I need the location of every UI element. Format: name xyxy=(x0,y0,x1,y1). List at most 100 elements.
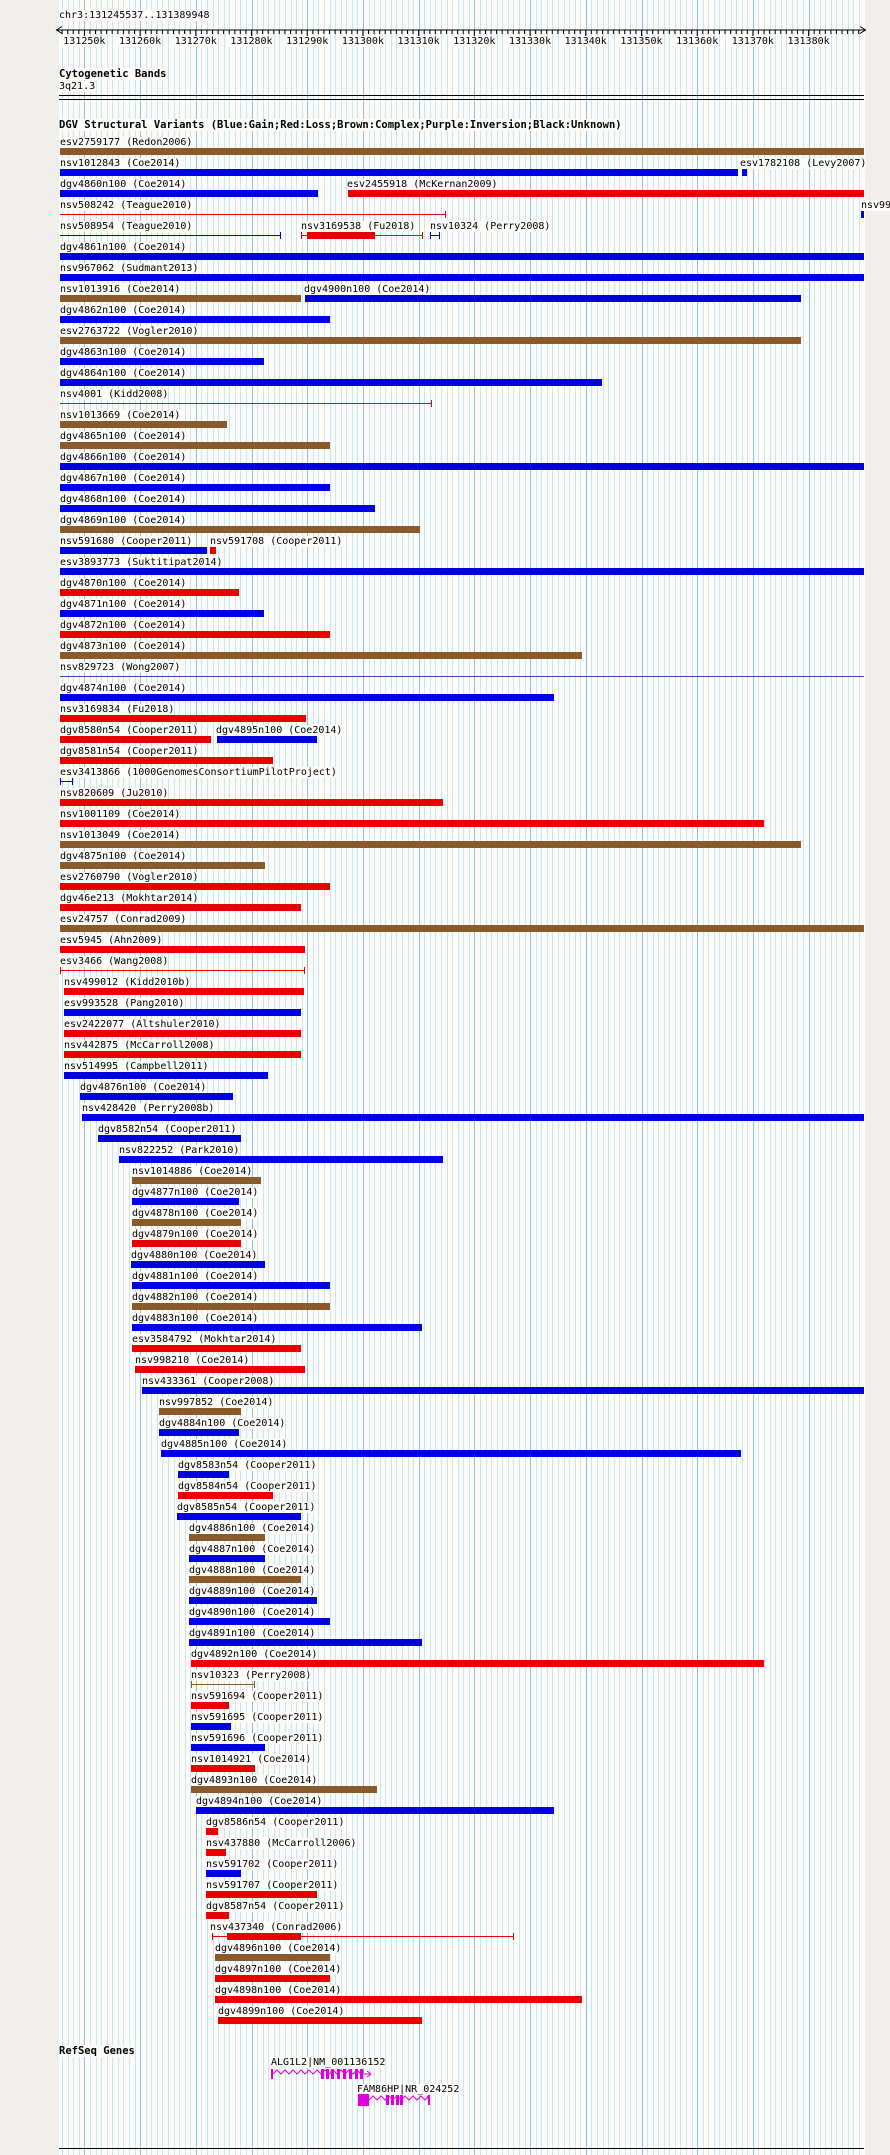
variant-label[interactable]: esv3584792 (Mokhtar2014) xyxy=(132,1334,277,1345)
variant-bar[interactable] xyxy=(64,1030,301,1037)
variant-label[interactable]: nsv433361 (Cooper2008) xyxy=(142,1376,275,1387)
variant-bar[interactable] xyxy=(161,1450,741,1457)
variant-line[interactable] xyxy=(430,235,440,236)
variant-label[interactable]: nsv1014886 (Coe2014) xyxy=(132,1166,253,1177)
gene-exon[interactable] xyxy=(396,2095,399,2105)
variant-line[interactable] xyxy=(212,1936,514,1937)
variant-bar[interactable] xyxy=(60,862,265,869)
variant-label[interactable]: dgv4878n100 (Coe2014) xyxy=(132,1208,259,1219)
variant-label[interactable]: nsv998210 (Coe2014) xyxy=(135,1355,250,1366)
variant-label[interactable]: dgv4898n100 (Coe2014) xyxy=(215,1985,342,1996)
variant-label[interactable]: nsv822252 (Park2010) xyxy=(119,1145,240,1156)
variant-bar[interactable] xyxy=(60,169,738,176)
variant-label[interactable]: nsv499012 (Kidd2010b) xyxy=(64,977,191,988)
variant-label[interactable]: dgv8587n54 (Cooper2011) xyxy=(206,1901,345,1912)
variant-label[interactable]: dgv4862n100 (Coe2014) xyxy=(60,305,187,316)
variant-label[interactable]: dgv8582n54 (Cooper2011) xyxy=(98,1124,237,1135)
variant-label[interactable]: dgv4880n100 (Coe2014) xyxy=(131,1250,258,1261)
variant-label[interactable]: nsv3169834 (Fu2018) xyxy=(60,704,175,715)
variant-bar[interactable] xyxy=(132,1282,330,1289)
variant-label[interactable]: dgv4896n100 (Coe2014) xyxy=(215,1943,342,1954)
variant-label[interactable]: dgv8586n54 (Cooper2011) xyxy=(206,1817,345,1828)
variant-label[interactable]: nsv514995 (Campbell2011) xyxy=(64,1061,209,1072)
variant-label[interactable]: nsv10323 (Perry2008) xyxy=(191,1670,312,1681)
variant-label[interactable]: dgv4871n100 (Coe2014) xyxy=(60,599,187,610)
variant-bar[interactable] xyxy=(215,1975,330,1982)
variant-bar[interactable] xyxy=(60,316,330,323)
variant-label[interactable]: nsv437340 (Conrad2006) xyxy=(210,1922,343,1933)
variant-label[interactable]: dgv4892n100 (Coe2014) xyxy=(191,1649,318,1660)
variant-bar[interactable] xyxy=(142,1387,864,1394)
variant-bar[interactable] xyxy=(132,1345,301,1352)
variant-label[interactable]: dgv4885n100 (Coe2014) xyxy=(161,1439,288,1450)
variant-bar[interactable] xyxy=(196,1807,554,1814)
variant-bar[interactable] xyxy=(132,1240,241,1247)
variant-bar[interactable] xyxy=(210,547,216,554)
variant-label[interactable]: dgv4873n100 (Coe2014) xyxy=(60,641,187,652)
variant-label[interactable]: nsv1014921 (Coe2014) xyxy=(191,1754,312,1765)
variant-label[interactable]: esv3413866 (1000GenomesConsortiumPilotPr… xyxy=(60,767,337,778)
variant-bar[interactable] xyxy=(227,1933,301,1940)
variant-label[interactable]: dgv4881n100 (Coe2014) xyxy=(132,1271,259,1282)
variant-bar[interactable] xyxy=(189,1576,301,1583)
variant-bar[interactable] xyxy=(191,1660,764,1667)
variant-bar[interactable] xyxy=(215,1954,330,1961)
variant-label[interactable]: esv2763722 (Vogler2010) xyxy=(60,326,199,337)
variant-label[interactable]: nsv437880 (McCarroll2006) xyxy=(206,1838,357,1849)
variant-bar[interactable] xyxy=(60,484,330,491)
variant-label[interactable]: dgv4867n100 (Coe2014) xyxy=(60,473,187,484)
variant-bar[interactable] xyxy=(98,1135,241,1142)
gene-exon[interactable] xyxy=(337,2069,340,2079)
variant-bar[interactable] xyxy=(206,1828,218,1835)
variant-bar[interactable] xyxy=(159,1408,241,1415)
variant-bar[interactable] xyxy=(60,547,207,554)
variant-label[interactable]: nsv591695 (Cooper2011) xyxy=(191,1712,324,1723)
variant-bar[interactable] xyxy=(60,442,330,449)
variant-label[interactable]: dgv46e213 (Mokhtar2014) xyxy=(60,893,199,904)
variant-bar[interactable] xyxy=(60,820,764,827)
variant-label[interactable]: dgv4868n100 (Coe2014) xyxy=(60,494,187,505)
variant-bar[interactable] xyxy=(60,652,582,659)
variant-line[interactable] xyxy=(60,403,432,404)
variant-label[interactable]: dgv4897n100 (Coe2014) xyxy=(215,1964,342,1975)
variant-label[interactable]: dgv4889n100 (Coe2014) xyxy=(189,1586,316,1597)
cytogenetic-band-label[interactable]: 3q21.3 xyxy=(59,81,96,92)
variant-label[interactable]: dgv8580n54 (Cooper2011) xyxy=(60,725,199,736)
variant-label[interactable]: dgv4861n100 (Coe2014) xyxy=(60,242,187,253)
gene-exon[interactable] xyxy=(343,2069,346,2079)
variant-bar[interactable] xyxy=(218,2017,422,2024)
variant-bar[interactable] xyxy=(135,1366,305,1373)
variant-bar[interactable] xyxy=(60,274,864,281)
variant-label[interactable]: nsv591696 (Cooper2011) xyxy=(191,1733,324,1744)
variant-label[interactable]: nsv591707 (Cooper2011) xyxy=(206,1880,339,1891)
variant-label[interactable]: nsv10324 (Perry2008) xyxy=(430,221,551,232)
variant-bar[interactable] xyxy=(60,190,318,197)
gene-exon[interactable] xyxy=(391,2095,394,2105)
variant-label[interactable]: esv3893773 (Suktitipat2014) xyxy=(60,557,223,568)
variant-bar[interactable] xyxy=(60,757,273,764)
variant-label[interactable]: esv2759177 (Redon2006) xyxy=(60,137,193,148)
variant-label[interactable]: dgv4900n100 (Coe2014) xyxy=(304,284,431,295)
variant-bar[interactable] xyxy=(189,1597,317,1604)
variant-label[interactable]: dgv4893n100 (Coe2014) xyxy=(191,1775,318,1786)
variant-label[interactable]: dgv4874n100 (Coe2014) xyxy=(60,683,187,694)
variant-line[interactable] xyxy=(60,970,305,971)
variant-label[interactable]: dgv4863n100 (Coe2014) xyxy=(60,347,187,358)
gene-label[interactable]: ALG1L2|NM_001136152 xyxy=(271,2057,386,2068)
variant-bar[interactable] xyxy=(132,1177,261,1184)
variant-label[interactable]: esv993528 (Pang2010) xyxy=(64,998,185,1009)
variant-label[interactable]: nsv591702 (Cooper2011) xyxy=(206,1859,339,1870)
variant-label[interactable]: dgv4879n100 (Coe2014) xyxy=(132,1229,259,1240)
variant-bar[interactable] xyxy=(60,799,443,806)
variant-label[interactable]: nsv428420 (Perry2008b) xyxy=(82,1103,215,1114)
gene-exon[interactable] xyxy=(326,2069,329,2079)
variant-label[interactable]: dgv4886n100 (Coe2014) xyxy=(189,1523,316,1534)
variant-bar[interactable] xyxy=(206,1849,226,1856)
variant-label[interactable]: dgv4882n100 (Coe2014) xyxy=(132,1292,259,1303)
variant-bar[interactable] xyxy=(60,295,301,302)
variant-bar[interactable] xyxy=(60,379,602,386)
variant-bar[interactable] xyxy=(206,1912,229,1919)
variant-label[interactable]: dgv4866n100 (Coe2014) xyxy=(60,452,187,463)
variant-bar[interactable] xyxy=(60,610,264,617)
variant-bar[interactable] xyxy=(60,694,554,701)
